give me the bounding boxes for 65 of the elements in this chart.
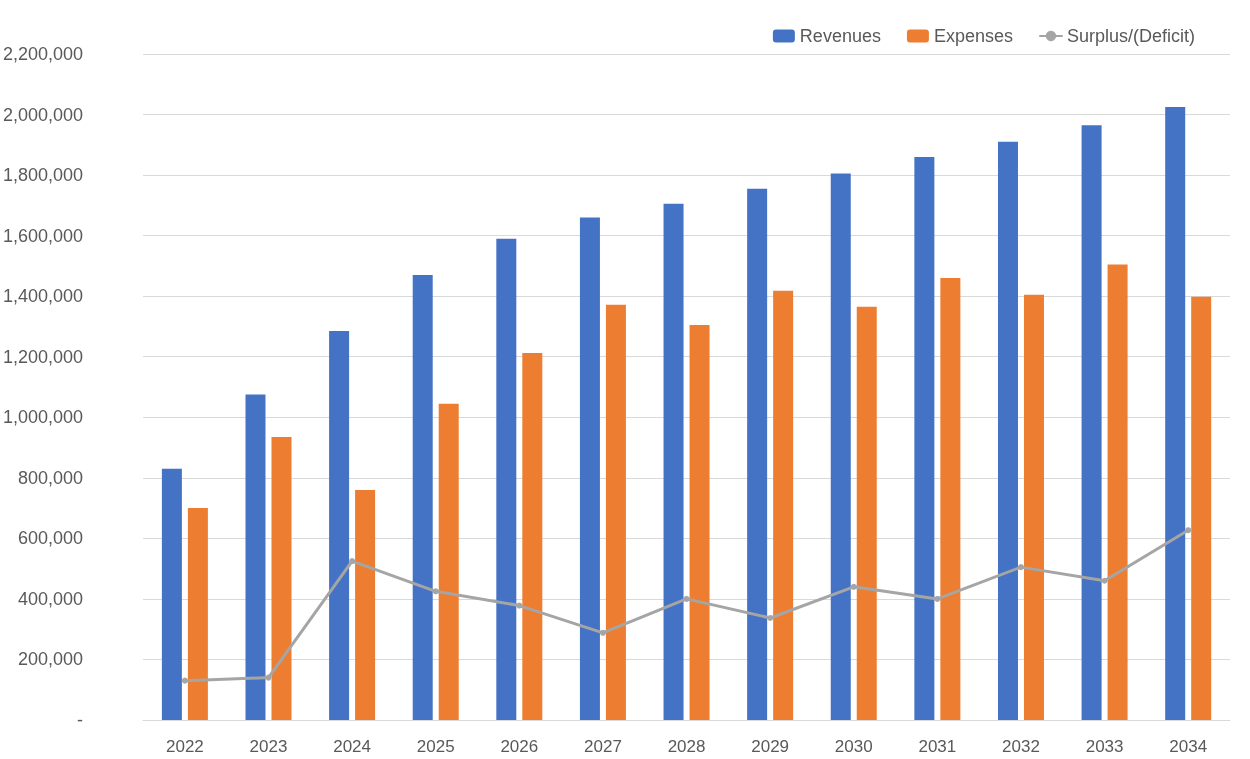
- point: [683, 595, 690, 602]
- legend-label: Revenues: [799, 26, 881, 46]
- y-tick-label: 1,800,000: [3, 165, 84, 186]
- x-tick-label: 2027: [584, 737, 622, 756]
- bar: [914, 156, 935, 720]
- y-tick-label: 2,200,000: [3, 44, 84, 64]
- x-tick-label: 2025: [416, 737, 455, 756]
- point: [1185, 527, 1192, 534]
- bar: [438, 403, 459, 720]
- point: [934, 595, 941, 602]
- legend-label: Expenses: [933, 26, 1013, 46]
- bar: [689, 324, 710, 720]
- y-tick-label: 2,000,000: [3, 104, 84, 125]
- x-tick-label: 2028: [667, 737, 706, 756]
- point: [181, 677, 188, 684]
- x-tick-label: 2029: [751, 737, 790, 756]
- bar: [496, 238, 517, 720]
- bar: [522, 353, 543, 720]
- bar: [605, 304, 626, 720]
- y-tick-label: 1,200,000: [3, 346, 84, 367]
- bar: [355, 489, 376, 720]
- bar: [773, 290, 794, 720]
- y-tick-label: 800,000: [18, 467, 84, 488]
- y-tick-label: 1,000,000: [3, 407, 84, 428]
- bar: [663, 203, 684, 720]
- x-tick-label: 2023: [249, 737, 288, 756]
- point: [1017, 564, 1024, 571]
- point: [599, 629, 606, 636]
- x-tick-label: 2022: [165, 737, 204, 756]
- bar: [579, 217, 600, 720]
- x-tick-label: 2032: [1002, 737, 1040, 756]
- bar: [856, 306, 877, 720]
- y-tick-label: 200,000: [18, 649, 84, 670]
- point: [432, 588, 439, 595]
- bar: [412, 274, 433, 720]
- point: [850, 583, 857, 590]
- point: [349, 558, 356, 565]
- bar: [1165, 106, 1186, 720]
- bar: [1107, 264, 1128, 720]
- y-tick-label: 1,600,000: [3, 225, 84, 246]
- bar: [940, 278, 961, 720]
- bar: [997, 141, 1018, 720]
- x-tick-label: 2034: [1169, 737, 1208, 756]
- y-tick-label: 1,400,000: [3, 286, 84, 307]
- x-tick-label: 2030: [834, 737, 873, 756]
- bar: [747, 188, 768, 720]
- bar: [161, 468, 182, 720]
- bar: [830, 173, 851, 720]
- bar: [1081, 125, 1102, 720]
- x-tick-label: 2024: [333, 737, 372, 756]
- bar: [245, 394, 266, 720]
- y-tick-label: 600,000: [18, 528, 84, 549]
- bar: [1191, 296, 1212, 720]
- point: [767, 614, 774, 621]
- y-tick-label: -: [77, 710, 84, 730]
- bar: [271, 436, 292, 720]
- x-tick-label: 2033: [1085, 737, 1124, 756]
- legend-label: Surplus/(Deficit): [1066, 26, 1195, 46]
- point: [1101, 577, 1108, 584]
- y-tick-label: 400,000: [18, 588, 84, 609]
- bar: [1023, 294, 1044, 720]
- bar: [187, 508, 208, 720]
- bar: [329, 331, 350, 720]
- x-tick-label: 2031: [918, 737, 957, 756]
- x-tick-label: 2026: [500, 737, 539, 756]
